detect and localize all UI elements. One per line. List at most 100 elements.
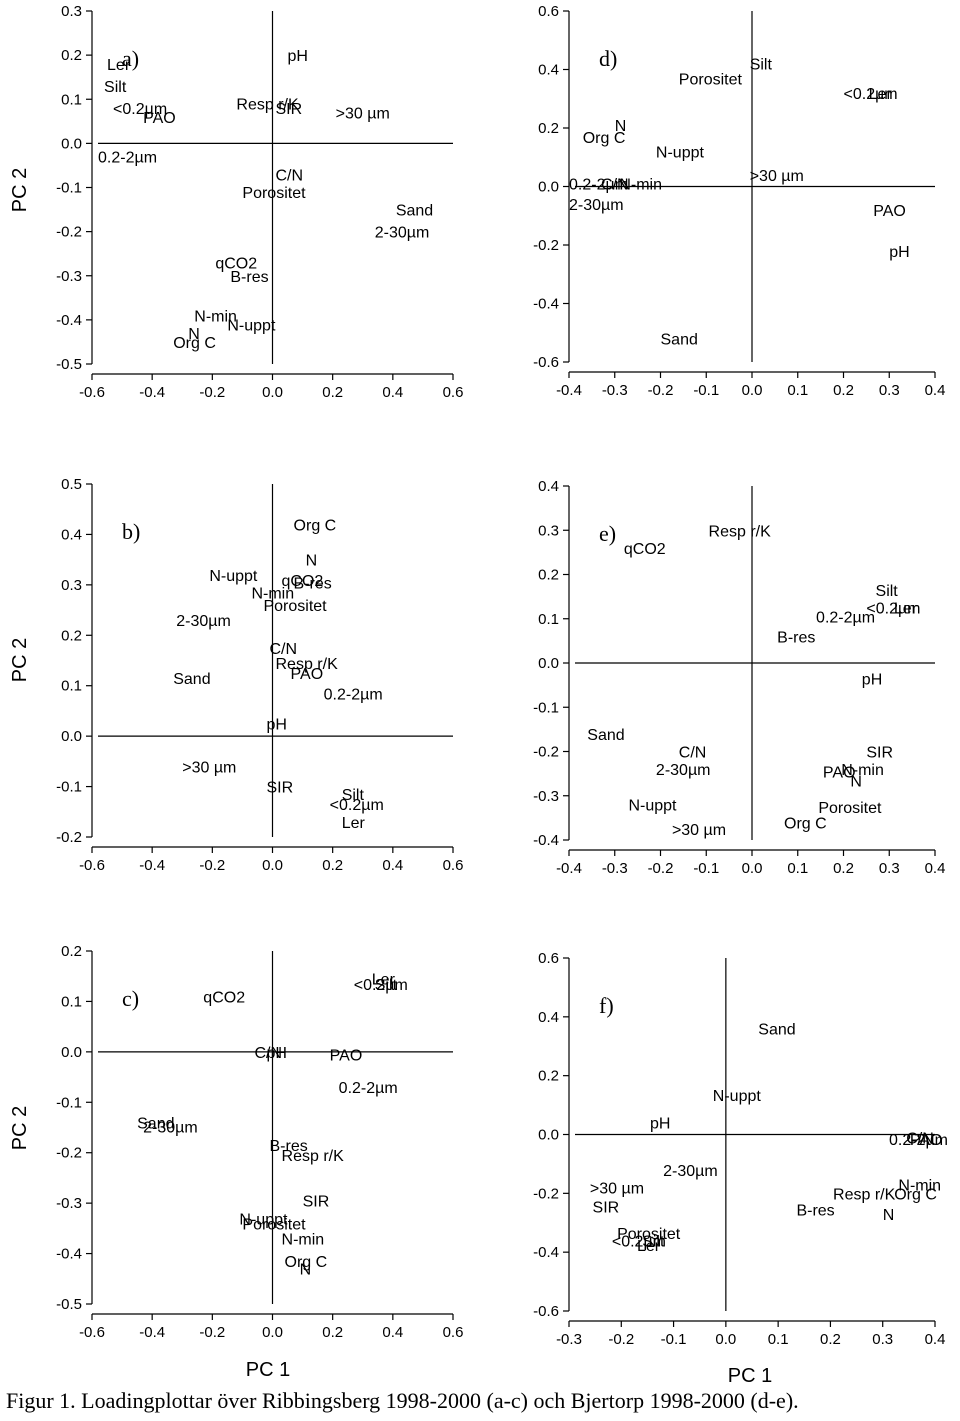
y-tick-label: -0.3 bbox=[533, 788, 559, 805]
x-tick-label: 0.0 bbox=[262, 857, 283, 874]
x-tick-label: 0.2 bbox=[322, 1324, 343, 1341]
x-tick-label: -0.4 bbox=[556, 860, 582, 877]
variable-label: Sand bbox=[173, 671, 210, 688]
variable-label: PAO bbox=[823, 764, 856, 781]
x-tick-label: 0.0 bbox=[742, 860, 763, 877]
y-tick-label: 0.3 bbox=[61, 3, 82, 20]
y-tick-label: 0.4 bbox=[538, 1009, 559, 1026]
y-tick-label: 0.1 bbox=[61, 91, 82, 108]
variable-label: 2-30µm bbox=[176, 613, 231, 630]
y-tick-label: 0.2 bbox=[538, 120, 559, 137]
variable-label: Silt bbox=[750, 57, 773, 74]
x-tick-label: 0.0 bbox=[742, 382, 763, 399]
variable-label: >30 µm bbox=[750, 168, 804, 185]
x-tick-label: 0.4 bbox=[382, 384, 403, 401]
x-tick-label: -0.4 bbox=[139, 857, 165, 874]
variable-label: Silt bbox=[104, 79, 127, 96]
variable-label: qCO2 bbox=[282, 573, 324, 590]
variable-label: PAO bbox=[143, 110, 176, 127]
y-tick-label: -0.2 bbox=[533, 744, 559, 761]
variable-label: C/N bbox=[269, 641, 297, 658]
y-tick-label: -0.1 bbox=[56, 180, 82, 197]
y-tick-label: 0.5 bbox=[61, 476, 82, 493]
variable-label: Porositet bbox=[679, 71, 743, 88]
variable-label: qCO2 bbox=[203, 989, 245, 1006]
variable-label: Resp r/K bbox=[276, 656, 339, 673]
variable-label: C/N bbox=[906, 1130, 934, 1147]
variable-label: 2-30µm bbox=[143, 1119, 198, 1136]
variable-label: Resp r/K bbox=[236, 97, 299, 114]
variable-label: Sand bbox=[587, 727, 624, 744]
panel-label: a) bbox=[122, 46, 139, 71]
y-tick-label: 0.1 bbox=[61, 678, 82, 695]
variable-label: <0.2µm bbox=[844, 86, 898, 103]
variable-label: Sand bbox=[661, 332, 698, 349]
variable-label: pH bbox=[266, 1045, 286, 1062]
y-tick-label: 0.3 bbox=[538, 522, 559, 539]
y-tick-label: -0.6 bbox=[533, 1303, 559, 1320]
x-tick-label: -0.2 bbox=[199, 1324, 225, 1341]
variable-label: N-uppt bbox=[656, 144, 705, 161]
variable-label: 0.2-2µm bbox=[98, 150, 157, 167]
variable-label: Ler bbox=[342, 815, 366, 832]
variable-label: N-min bbox=[619, 177, 662, 194]
y-tick-label: 0.4 bbox=[61, 526, 82, 543]
variable-label: SIR bbox=[266, 780, 293, 797]
variable-label: B-res bbox=[269, 1138, 307, 1155]
y-tick-label: -0.2 bbox=[56, 224, 82, 241]
variable-label: Ler bbox=[637, 1238, 661, 1255]
x-tick-label: -0.3 bbox=[602, 860, 628, 877]
x-tick-label: 0.3 bbox=[872, 1331, 893, 1348]
variable-label: Silt bbox=[876, 583, 899, 600]
variable-label: B-res bbox=[294, 575, 332, 592]
y-tick-label: -0.4 bbox=[533, 296, 559, 313]
variable-label: 0.2-2µm bbox=[816, 610, 875, 627]
y-tick-label: -0.1 bbox=[533, 699, 559, 716]
variable-label: Org C bbox=[583, 130, 626, 147]
variable-label: >30 µm bbox=[590, 1180, 644, 1197]
y-tick-label: -0.2 bbox=[533, 237, 559, 254]
x-tick-label: -0.2 bbox=[608, 1331, 634, 1348]
panel-label: c) bbox=[122, 986, 139, 1011]
x-axis-title-left: PC 1 bbox=[246, 1359, 290, 1381]
panel-label: f) bbox=[599, 993, 614, 1018]
variable-label: <0.2µm bbox=[354, 977, 408, 994]
y-tick-label: 0.0 bbox=[538, 655, 559, 672]
x-tick-label: 0.2 bbox=[820, 1331, 841, 1348]
y-tick-label: -0.1 bbox=[56, 779, 82, 796]
x-tick-label: 0.0 bbox=[715, 1331, 736, 1348]
variable-label: <0.2µm bbox=[612, 1233, 666, 1250]
x-tick-label: -0.4 bbox=[139, 1324, 165, 1341]
variable-label: Ler bbox=[372, 972, 396, 989]
x-tick-label: -0.2 bbox=[199, 857, 225, 874]
y-axis-title-bottom: PC 2 bbox=[9, 1106, 31, 1150]
variable-label: 0.2-2µm bbox=[569, 177, 628, 194]
y-tick-label: -0.4 bbox=[533, 1244, 559, 1261]
y-tick-label: 0.4 bbox=[538, 478, 559, 495]
variable-label: pH bbox=[862, 671, 882, 688]
variable-label: pH bbox=[650, 1116, 670, 1133]
y-tick-label: -0.4 bbox=[56, 1246, 82, 1263]
y-tick-label: -0.4 bbox=[533, 832, 559, 849]
x-tick-label: -0.6 bbox=[79, 384, 105, 401]
y-tick-label: 0.1 bbox=[61, 993, 82, 1010]
variable-label: N-min bbox=[841, 762, 884, 779]
x-tick-label: 0.0 bbox=[262, 1324, 283, 1341]
panel-a: 0.3 0.2 0.1 0.0 -0.1 -0.2 -0.3 -0.4 -0.5 -0.6 -0.4… bbox=[56, 3, 463, 401]
panel-label: b) bbox=[122, 519, 140, 544]
variable-label: 2-30µm bbox=[569, 197, 624, 214]
variable-label: N bbox=[850, 773, 862, 790]
x-tick-label: -0.4 bbox=[139, 384, 165, 401]
variable-label: Silt bbox=[642, 1233, 665, 1250]
y-tick-label: 0.2 bbox=[61, 943, 82, 960]
x-tick-label: 0.3 bbox=[879, 382, 900, 399]
variable-label: N-min bbox=[194, 308, 237, 325]
variable-label: N-min bbox=[282, 1231, 325, 1248]
variable-label: 2-30µm bbox=[656, 762, 711, 779]
x-tick-label: 0.4 bbox=[925, 860, 946, 877]
y-tick-label: -0.5 bbox=[56, 356, 82, 373]
variable-label: Sand bbox=[137, 1115, 174, 1132]
variable-label: N-min bbox=[898, 1178, 941, 1195]
panel-label: e) bbox=[599, 521, 616, 546]
